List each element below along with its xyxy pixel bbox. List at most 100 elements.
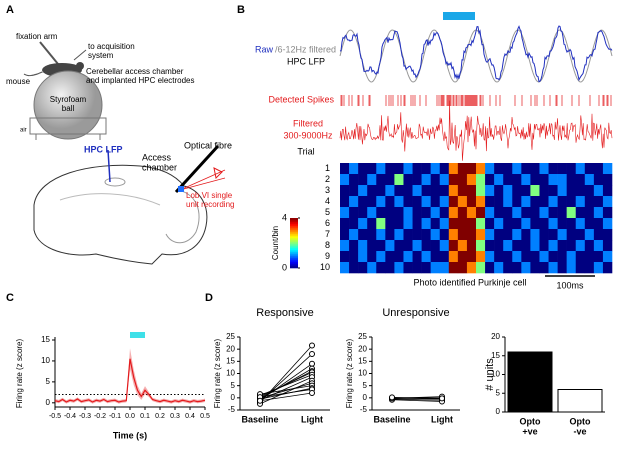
colorbar-swatch xyxy=(290,236,298,239)
heat-cell xyxy=(521,218,531,230)
setup-schematic xyxy=(23,41,107,140)
heat-cell xyxy=(349,174,359,186)
heat-cell xyxy=(476,262,486,274)
bar xyxy=(507,351,553,413)
heat-cell xyxy=(367,262,377,274)
pair-line xyxy=(391,398,443,401)
heat-cell xyxy=(340,218,350,230)
heat-cell xyxy=(584,218,595,230)
heat-cell xyxy=(394,251,404,263)
pair-line xyxy=(259,385,313,395)
heat-cell xyxy=(530,174,540,186)
x-tick-label: -ve xyxy=(573,426,586,436)
heat-cell xyxy=(593,185,604,197)
x-tick-label: 0.5 xyxy=(200,413,210,420)
colorbar-label: Count/bin xyxy=(271,226,280,260)
heat-cell xyxy=(485,207,495,219)
heat-cell xyxy=(367,251,377,263)
y-tick-label: 0 xyxy=(46,398,51,407)
heat-cell xyxy=(358,163,368,175)
heat-cell xyxy=(340,229,350,241)
heat-cell xyxy=(503,174,513,186)
heat-cell xyxy=(349,207,359,219)
heat-cell xyxy=(394,163,404,175)
heat-cell xyxy=(376,262,386,274)
heat-cell xyxy=(557,218,567,230)
heat-cell xyxy=(593,174,604,186)
heat-cell xyxy=(340,196,350,208)
heat-cell xyxy=(530,218,540,230)
heat-cell xyxy=(367,185,377,197)
row-label: 9 xyxy=(325,251,330,261)
bar xyxy=(557,389,603,413)
colorbar-swatch xyxy=(290,262,298,265)
heat-cell xyxy=(566,163,577,175)
heat-cell xyxy=(466,174,477,186)
heat-cell xyxy=(539,218,549,230)
annotation: to acquisition xyxy=(88,42,135,51)
heat-cell xyxy=(494,218,504,230)
heat-cell xyxy=(521,163,531,175)
heat-cell xyxy=(503,218,513,230)
heat-cell xyxy=(485,240,495,252)
heat-cell xyxy=(566,251,577,263)
heat-cell xyxy=(494,207,504,219)
y-tick-label: 15 xyxy=(41,335,50,344)
x-tick-label: Baseline xyxy=(373,414,410,424)
colorbar-swatch xyxy=(290,266,298,269)
heat-cell xyxy=(448,229,459,241)
colorbar-swatch xyxy=(290,264,298,267)
heat-cell xyxy=(349,218,359,230)
heat-cell xyxy=(466,262,477,274)
heat-cell xyxy=(521,196,531,208)
heat-cell xyxy=(430,163,441,175)
y-tick-label: 0 xyxy=(231,393,236,402)
heat-cell xyxy=(602,174,613,186)
y-label: Firing rate (z score) xyxy=(15,338,24,408)
heat-cell xyxy=(548,262,558,274)
annotation: chamber xyxy=(142,162,177,172)
x-tick-label: -0.5 xyxy=(49,413,61,420)
heat-cell xyxy=(485,174,495,186)
y-tick-label: -5 xyxy=(228,405,236,414)
heat-cell xyxy=(584,163,595,175)
heat-cell xyxy=(466,218,477,230)
heat-cell xyxy=(485,185,495,197)
heat-cell xyxy=(602,196,613,208)
colorbar-swatch xyxy=(290,220,298,223)
heat-cell xyxy=(548,251,558,263)
colorbar-swatch xyxy=(290,250,298,253)
heat-cell xyxy=(476,251,486,263)
heat-cell xyxy=(521,262,531,274)
heat-cell xyxy=(521,229,531,241)
heat-cell xyxy=(340,163,350,175)
annotation: Cerebellar access chamber xyxy=(86,67,184,76)
heat-cell xyxy=(530,163,540,175)
y-tick-label: 5 xyxy=(363,381,368,390)
heat-cell xyxy=(439,262,450,274)
heat-cell xyxy=(394,240,404,252)
heat-cell xyxy=(512,207,522,219)
heat-cell xyxy=(575,229,586,241)
heat-cell xyxy=(403,218,413,230)
heat-cell xyxy=(566,174,577,186)
heat-cell xyxy=(557,229,567,241)
heat-cell xyxy=(584,174,595,186)
heat-cell xyxy=(385,218,395,230)
heat-cell xyxy=(476,218,486,230)
heat-cell xyxy=(494,240,504,252)
colorbar-swatch xyxy=(290,218,298,221)
heat-cell xyxy=(376,218,386,230)
x-tick-label: 0.0 xyxy=(125,413,135,420)
trace-label: HPC LFP xyxy=(287,56,325,66)
heat-cell xyxy=(403,196,413,208)
colorbar-swatch xyxy=(290,248,298,251)
panel-label: D xyxy=(205,292,213,304)
colorbar-swatch xyxy=(290,234,298,237)
heat-cell xyxy=(421,229,431,241)
heat-cell xyxy=(593,196,604,208)
y-tick-label: -5 xyxy=(360,405,368,414)
y-tick-label: 0 xyxy=(496,407,501,416)
y-tick-label: 0 xyxy=(363,393,368,402)
heat-cell xyxy=(376,240,386,252)
